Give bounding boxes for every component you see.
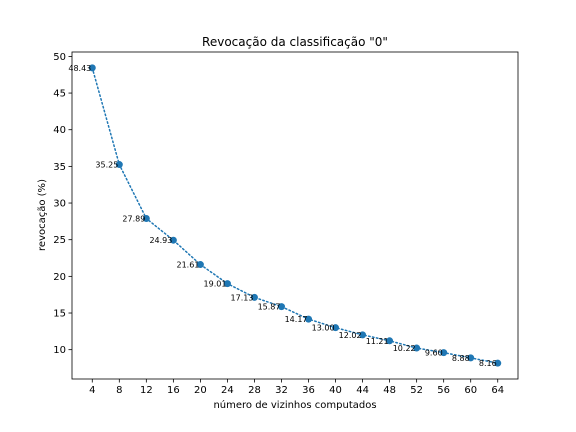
data-label-0: 48.43 (68, 64, 91, 73)
data-label-10: 12.02 (339, 331, 362, 340)
x-tick-label-4: 4 (89, 385, 95, 396)
y-tick-label-30: 30 (53, 199, 66, 210)
y-tick-label-10: 10 (53, 345, 66, 356)
x-tick-label-40: 40 (329, 385, 342, 396)
data-label-11: 11.21 (366, 337, 389, 346)
data-label-2: 27.89 (122, 215, 145, 224)
x-tick-label-16: 16 (167, 385, 180, 396)
x-tick-label-20: 20 (194, 385, 207, 396)
x-tick-label-56: 56 (437, 385, 450, 396)
data-label-12: 10.22 (393, 344, 416, 353)
data-point-12 (413, 344, 421, 352)
y-axis-label: revocação (%) (37, 179, 48, 251)
x-tick-label-32: 32 (275, 385, 288, 396)
data-label-3: 24.93 (149, 236, 172, 245)
x-tick-label-44: 44 (356, 385, 369, 396)
data-point-0 (88, 64, 96, 72)
data-label-14: 8.88 (452, 354, 470, 363)
data-point-5 (223, 280, 231, 288)
y-tick-label-40: 40 (53, 125, 66, 136)
data-label-5: 19.01 (204, 280, 227, 289)
x-axis-label: número de vizinhos computados (213, 399, 376, 411)
y-tick-label-45: 45 (53, 89, 66, 100)
data-point-6 (250, 293, 258, 301)
y-tick-label-50: 50 (53, 52, 66, 63)
data-label-15: 8.16 (479, 359, 497, 368)
y-tick-label-20: 20 (53, 272, 66, 283)
data-point-14 (467, 354, 475, 362)
data-label-13: 9.60 (425, 349, 443, 358)
series-line-0 (91, 67, 499, 364)
x-tick-label-36: 36 (302, 385, 315, 396)
data-point-13 (440, 349, 448, 357)
y-tick-label-25: 25 (53, 235, 66, 246)
data-point-11 (386, 337, 394, 345)
x-tick-label-24: 24 (221, 385, 234, 396)
data-label-8: 14.17 (285, 315, 308, 324)
x-tick-label-64: 64 (491, 385, 504, 396)
data-point-10 (359, 331, 367, 339)
data-label-7: 15.87 (258, 303, 281, 312)
y-tick-label-15: 15 (53, 309, 66, 320)
x-tick-label-8: 8 (116, 385, 122, 396)
x-tick-label-28: 28 (248, 385, 261, 396)
chart-title: Revocação da classificação "0" (202, 35, 388, 49)
data-label-1: 35.25 (95, 161, 118, 170)
x-tick-label-60: 60 (464, 385, 477, 396)
data-label-4: 21.61 (176, 261, 199, 270)
data-point-2 (142, 215, 150, 223)
data-point-1 (115, 161, 123, 169)
y-tick-label-35: 35 (53, 162, 66, 173)
data-point-15 (494, 359, 502, 367)
data-point-4 (196, 261, 204, 269)
plot-area (71, 51, 519, 380)
data-label-9: 13.00 (312, 324, 335, 333)
data-point-8 (305, 315, 313, 323)
x-tick-label-12: 12 (140, 385, 153, 396)
data-point-7 (277, 303, 285, 311)
x-tick-label-52: 52 (410, 385, 423, 396)
x-tick-label-48: 48 (383, 385, 396, 396)
data-point-3 (169, 236, 177, 244)
data-point-9 (332, 324, 340, 332)
data-label-6: 17.13 (231, 293, 254, 302)
